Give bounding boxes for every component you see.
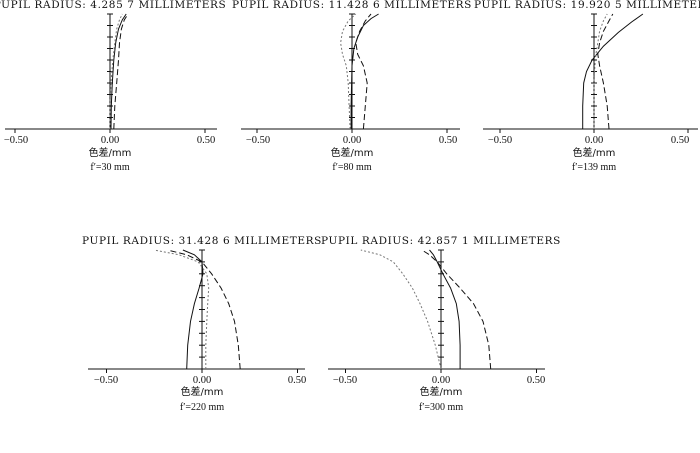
- panel-5-series-dashed: [421, 249, 492, 370]
- panel-2-series-solid: [350, 13, 379, 129]
- panel-4-title: PUPIL RADIUS: 31.428 6 MILLIMETERS: [82, 235, 322, 247]
- plot-layer: [5, 13, 698, 373]
- panel-4-series-dashed: [167, 249, 241, 370]
- panel-3-series-dotted: [593, 13, 608, 129]
- panel-3-xtick-min: −0.50: [488, 135, 512, 146]
- panel-1-series-solid: [110, 13, 127, 130]
- panel-4-xlabel: 色差/mm: [181, 385, 224, 398]
- panel-3-xtick-zero: 0.00: [585, 135, 603, 146]
- panel-1: PUPIL RADIUS: 4.285 7 MILLIMETERS −0.50 …: [0, 0, 226, 173]
- panel-1-series-dashed: [113, 13, 129, 130]
- panel-2-xtick-max: 0.50: [439, 135, 457, 146]
- panel-5-series-solid: [429, 249, 461, 369]
- panel-2-xlabel: 色差/mm: [331, 146, 374, 159]
- panel-4-series-solid: [182, 249, 204, 370]
- panel-5-focal-label: f′=300 mm: [419, 402, 463, 413]
- panel-2-xtick-zero: 0.00: [343, 135, 361, 146]
- panel-3-focal-label: f′=139 mm: [572, 162, 616, 173]
- panel-4-series-dotted: [154, 249, 210, 369]
- panel-4-focal-label: f′=220 mm: [180, 402, 224, 413]
- panel-1-focal-label: f′=30 mm: [90, 162, 129, 173]
- panel-2: PUPIL RADIUS: 11.428 6 MILLIMETERS −0.50…: [232, 0, 472, 173]
- panel-1-xtick-zero: 0.00: [101, 135, 119, 146]
- panel-5-xtick-max: 0.50: [527, 375, 545, 386]
- panel-1-title: PUPIL RADIUS: 4.285 7 MILLIMETERS: [0, 0, 226, 11]
- panel-5-title: PUPIL RADIUS: 42.857 1 MILLIMETERS: [321, 235, 561, 247]
- panel-3-xtick-max: 0.50: [671, 135, 689, 146]
- panel-3: PUPIL RADIUS: 19.920 5 MILLIMETERS −0.50…: [474, 0, 700, 173]
- panel-5-xtick-min: −0.50: [333, 375, 357, 386]
- panel-3-series-solid: [582, 13, 644, 129]
- panel-5-xlabel: 色差/mm: [420, 385, 463, 398]
- panel-3-series-dashed: [597, 13, 614, 130]
- panel-4: PUPIL RADIUS: 31.428 6 MILLIMETERS −0.50…: [82, 235, 322, 413]
- panel-2-focal-label: f′=80 mm: [332, 162, 371, 173]
- panel-5-xtick-zero: 0.00: [432, 375, 450, 386]
- panel-1-xlabel: 色差/mm: [89, 146, 132, 159]
- panel-2-xtick-min: −0.50: [246, 135, 270, 146]
- panel-2-title: PUPIL RADIUS: 11.428 6 MILLIMETERS: [232, 0, 472, 11]
- panel-4-xtick-zero: 0.00: [193, 375, 211, 386]
- panel-1-xtick-max: 0.50: [197, 135, 215, 146]
- panel-3-title: PUPIL RADIUS: 19.920 5 MILLIMETERS: [474, 0, 700, 11]
- panel-1-xtick-min: −0.50: [4, 135, 28, 146]
- panel-3-xlabel: 色差/mm: [573, 146, 616, 159]
- panel-4-xtick-max: 0.50: [288, 375, 306, 386]
- panel-1-series-dotted: [109, 13, 123, 129]
- panel-2-series-dashed: [355, 13, 372, 130]
- panel-4-xtick-min: −0.50: [94, 375, 118, 386]
- panel-5-series-dotted: [360, 249, 442, 370]
- panel-5: PUPIL RADIUS: 42.857 1 MILLIMETERS −0.50…: [321, 235, 561, 413]
